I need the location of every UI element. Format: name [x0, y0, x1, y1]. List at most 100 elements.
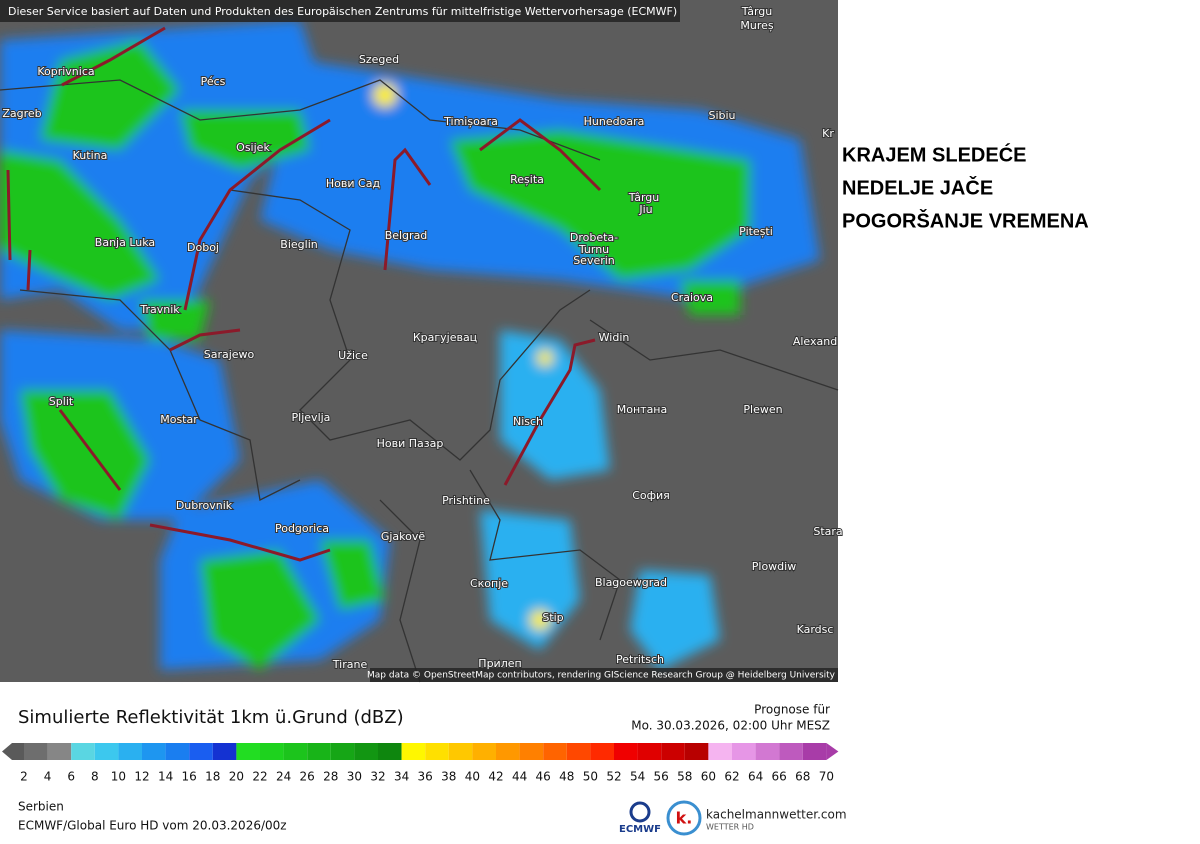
- city-label: Doboj: [187, 241, 219, 254]
- notice-bar: [0, 0, 680, 22]
- city-label: София: [632, 489, 670, 502]
- attribution-bar: [370, 668, 838, 682]
- annotation-lines: [6, 26, 602, 562]
- color-cell: [94, 743, 119, 760]
- city-label: Kr: [822, 127, 834, 140]
- tick-label: 14: [158, 770, 173, 784]
- city-label: Alexand: [793, 335, 837, 348]
- tick-label: 38: [441, 770, 456, 784]
- city-label: Kardsc: [797, 623, 834, 636]
- city-label: Drobeta-: [570, 231, 618, 244]
- city-label: Podgorica: [275, 522, 329, 535]
- color-cell: [779, 743, 803, 760]
- legend-title: Simulierte Reflektivität 1km ü.Grund (dB…: [18, 707, 404, 728]
- city-label: Prishtine: [442, 494, 490, 507]
- city-label: Widin: [599, 331, 630, 344]
- city-label: Târgu: [741, 5, 772, 18]
- color-cell: [165, 743, 190, 760]
- tick-label: 22: [252, 770, 267, 784]
- color-cell: [142, 743, 166, 760]
- city-label: Târgu: [628, 191, 659, 204]
- city-label: Jiu: [638, 203, 652, 216]
- city-label: Kutina: [73, 149, 108, 162]
- city-label: Travnik: [139, 303, 180, 316]
- city-label: Pljevlja: [292, 411, 331, 424]
- tick-label: 70: [819, 770, 834, 784]
- city-label: Plowdiw: [752, 560, 796, 573]
- city-label: Stara: [813, 525, 842, 538]
- tick-label: 66: [772, 770, 787, 784]
- color-cell: [354, 743, 378, 760]
- color-cell: [189, 743, 213, 760]
- tick-label: 40: [465, 770, 480, 784]
- tick-label: 4: [44, 770, 52, 784]
- color-cell: [401, 743, 426, 760]
- city-label: Dubrovnik: [176, 499, 233, 512]
- region: Serbien: [18, 800, 64, 814]
- tick-label: 18: [205, 770, 220, 784]
- tick-label: 54: [630, 770, 645, 784]
- headline-line: POGORŠANJE VREMENA: [842, 208, 1089, 232]
- city-label: Монтана: [617, 403, 668, 416]
- borders: [0, 79, 839, 683]
- city-label: Turnu: [578, 243, 609, 256]
- city-label: Gjakovë: [381, 530, 426, 543]
- city-label: Tirane: [332, 658, 368, 671]
- tick-label: 42: [488, 770, 503, 784]
- color-cell: [496, 743, 520, 760]
- city-label: Banja Luka: [95, 236, 155, 249]
- city-label: Stip: [542, 611, 563, 624]
- color-cell: [212, 743, 237, 760]
- tick-label: 60: [701, 770, 716, 784]
- city-label: Koprivnica: [37, 65, 94, 78]
- tick-label: 26: [300, 770, 315, 784]
- tick-label: 52: [606, 770, 621, 784]
- tick-label: 50: [583, 770, 598, 784]
- color-cell: [637, 743, 662, 760]
- forecast-time: Mo. 30.03.2026, 02:00 Uhr MESZ: [631, 719, 830, 733]
- color-cell: [47, 743, 72, 760]
- color-cell: [12, 743, 24, 760]
- bar-arrow-left: [2, 743, 12, 760]
- city-label: Plewen: [743, 403, 782, 416]
- city-label: Szeged: [359, 53, 399, 66]
- tick-label: 2: [20, 770, 28, 784]
- city-label: Hunedoara: [584, 115, 645, 128]
- tick-label: 44: [512, 770, 527, 784]
- city-label: Нови Сад: [326, 177, 381, 190]
- tick-label: 48: [559, 770, 574, 784]
- tick-label: 24: [276, 770, 291, 784]
- city-label: Nisch: [513, 415, 543, 428]
- tick-label: 12: [134, 770, 149, 784]
- tick-label: 20: [229, 770, 244, 784]
- color-cell: [519, 743, 544, 760]
- color-cell: [732, 743, 756, 760]
- city-label: Craiova: [671, 291, 713, 304]
- color-cell: [543, 743, 567, 760]
- attribution: Map data © OpenStreetMap contributors, r…: [367, 671, 836, 681]
- tick-label: 34: [394, 770, 409, 784]
- headline-line: NEDELJE JAČE: [842, 175, 993, 199]
- notice: Dieser Service basiert auf Daten und Pro…: [8, 5, 677, 18]
- tick-label: 56: [654, 770, 669, 784]
- color-cell: [566, 743, 591, 760]
- city-label: Reșita: [510, 173, 544, 186]
- city-label: Užice: [338, 349, 368, 362]
- color-cell: [755, 743, 780, 760]
- color-cell: [283, 743, 308, 760]
- city-labels: TârguMureșKoprivnicaPécsSzegedZagrebTimi…: [1, 4, 843, 672]
- forecast-label: Prognose für: [754, 703, 830, 717]
- color-cell: [614, 743, 638, 760]
- color-cell: [448, 743, 473, 760]
- headline: KRAJEM SLEDEĆE NEDELJE JAČE POGORŠANJE V…: [842, 142, 1089, 232]
- tick-label: 58: [677, 770, 692, 784]
- tick-label: 36: [418, 770, 433, 784]
- city-label: Blagoewgrad: [595, 576, 667, 589]
- city-label: Split: [49, 395, 74, 408]
- city-label: Pécs: [201, 75, 226, 88]
- city-label: Belgrad: [385, 229, 428, 242]
- city-label: Крагујевац: [413, 331, 477, 344]
- city-label: Sibiu: [708, 109, 735, 122]
